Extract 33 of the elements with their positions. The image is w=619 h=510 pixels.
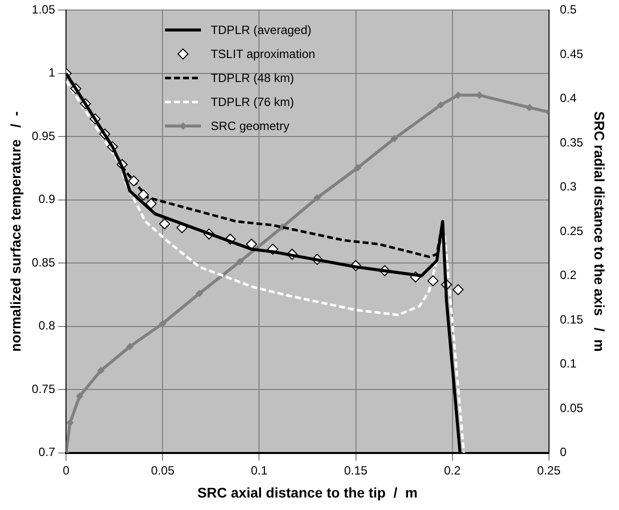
x-axis-title: SRC axial distance to the tip / m: [197, 484, 418, 500]
y2-tick-label: 0.15: [560, 312, 584, 326]
y2-tick-label: 0.35: [560, 135, 584, 150]
y2-tick-label: 0.05: [560, 400, 584, 415]
legend-label: TDPLR (48 km): [210, 71, 294, 86]
y-tick-label: 0.85: [32, 255, 56, 270]
legend-label: TDPLR (averaged): [210, 23, 312, 38]
y2-tick-label: 0.25: [560, 224, 584, 238]
x-tick-label: 0.05: [151, 463, 175, 478]
y2-tick-label: 0.2: [560, 268, 577, 282]
x-tick-label: 0: [62, 463, 70, 478]
y2-tick-label: 0.45: [560, 46, 584, 61]
x-tick-label: 0.2: [444, 463, 461, 478]
x-tick-label: 0.15: [344, 463, 368, 478]
y-tick-label: 1.05: [32, 2, 56, 17]
y2-tick-label: 0.3: [560, 180, 577, 194]
y2-axis-title: SRC radial distance to the axis / m: [592, 111, 608, 352]
y2-tick-label: 0.5: [560, 2, 577, 17]
legend-label: TSLIT aproximation: [210, 47, 316, 62]
x-tick-label: 0.25: [537, 463, 561, 478]
y-tick-label: 0.7: [38, 445, 56, 460]
y-axis-title: normalized surface temperature / -: [7, 110, 24, 352]
y-tick-label: 0.8: [38, 318, 56, 333]
y-tick-label: 0.75: [32, 382, 56, 396]
y2-tick-label: 0.4: [560, 91, 577, 106]
y2-tick-label: 0.1: [560, 356, 577, 371]
y2-tick-label: 0: [560, 445, 567, 460]
y-tick-label: 0.95: [32, 128, 56, 143]
legend-label: SRC geometry: [210, 119, 290, 134]
legend-label: TDPLR (76 km): [210, 95, 294, 110]
x-tick-label: 0.1: [250, 463, 268, 478]
y-tick-label: 0.9: [38, 192, 56, 206]
y-tick-label: 1: [48, 66, 56, 80]
